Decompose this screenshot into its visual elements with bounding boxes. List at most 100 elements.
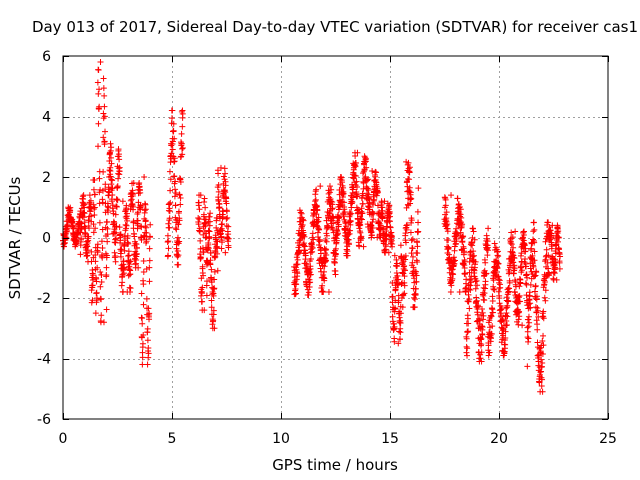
data-point [502, 335, 509, 342]
data-point [483, 270, 490, 277]
data-point [146, 245, 153, 252]
data-point [213, 224, 220, 231]
data-point [90, 229, 97, 236]
data-point [404, 221, 411, 228]
data-point [123, 202, 130, 209]
data-point [528, 245, 535, 252]
data-point [112, 229, 119, 236]
data-point [302, 260, 309, 267]
data-point [209, 289, 216, 296]
data-point [485, 342, 492, 349]
y-tick-labels: -6 -4 -2 0 2 4 6 [37, 49, 51, 428]
data-point [358, 233, 365, 240]
data-point [294, 256, 301, 263]
data-point [401, 267, 408, 274]
data-point [482, 259, 489, 266]
data-point [409, 259, 416, 266]
data-point [210, 317, 217, 324]
data-point [480, 312, 487, 319]
data-point [97, 59, 104, 66]
data-point [197, 254, 204, 261]
data-point [167, 176, 174, 183]
data-point [506, 269, 513, 276]
data-point [556, 265, 563, 272]
data-point [206, 228, 213, 235]
data-point [317, 183, 324, 190]
data-point [542, 297, 549, 304]
data-point [168, 150, 175, 157]
data-point [113, 235, 120, 242]
data-point [454, 230, 461, 237]
data-point [143, 229, 150, 236]
data-point [401, 290, 408, 297]
data-point [294, 270, 301, 277]
data-point [530, 263, 537, 270]
data-point [409, 253, 416, 260]
data-point [369, 209, 376, 216]
data-point [532, 272, 539, 279]
data-point [357, 221, 364, 228]
data-point [478, 341, 485, 348]
data-point [103, 264, 110, 271]
data-point [220, 213, 227, 220]
data-point [92, 310, 99, 317]
data-point [305, 276, 312, 283]
data-point [100, 168, 107, 175]
data-point [542, 287, 549, 294]
data-point [539, 338, 546, 345]
data-point [222, 189, 229, 196]
data-point [354, 183, 361, 190]
data-point [146, 278, 153, 285]
data-point [225, 231, 232, 238]
data-point [179, 145, 186, 152]
data-point [546, 270, 553, 277]
data-point [207, 257, 214, 264]
data-point [352, 159, 359, 166]
data-point [335, 215, 342, 222]
data-point [491, 240, 498, 247]
data-point [402, 256, 409, 263]
data-point [408, 217, 415, 224]
data-point [355, 209, 362, 216]
data-point [489, 309, 496, 316]
data-point [178, 130, 185, 137]
data-point [215, 170, 222, 177]
data-point [457, 206, 464, 213]
data-point [178, 140, 185, 147]
data-point [523, 263, 530, 270]
data-point [139, 320, 146, 327]
data-point [520, 228, 527, 235]
data-point [481, 297, 488, 304]
data-point [442, 202, 449, 209]
data-point [395, 340, 402, 347]
x-tick-label: 20 [490, 431, 508, 447]
data-point [99, 199, 106, 206]
data-point [138, 224, 145, 231]
data-point [175, 261, 182, 268]
data-point [172, 186, 179, 193]
data-point [347, 211, 354, 218]
data-point [94, 295, 101, 302]
data-point [94, 79, 101, 86]
data-point [479, 309, 486, 316]
data-point [502, 341, 509, 348]
data-point [223, 222, 230, 229]
data-point [108, 176, 115, 183]
data-point [312, 198, 319, 205]
y-tick-label: 0 [42, 231, 51, 247]
data-point [88, 213, 95, 220]
data-point [415, 185, 422, 192]
data-point [78, 235, 85, 242]
data-point [138, 236, 145, 243]
data-point [172, 225, 179, 232]
data-point [530, 219, 537, 226]
data-point [299, 216, 306, 223]
data-point [96, 219, 103, 226]
data-point [314, 207, 321, 214]
data-point [115, 146, 122, 153]
data-point [328, 224, 335, 231]
data-point [401, 273, 408, 280]
data-point [457, 211, 464, 218]
data-point [537, 369, 544, 376]
data-point [510, 244, 517, 251]
